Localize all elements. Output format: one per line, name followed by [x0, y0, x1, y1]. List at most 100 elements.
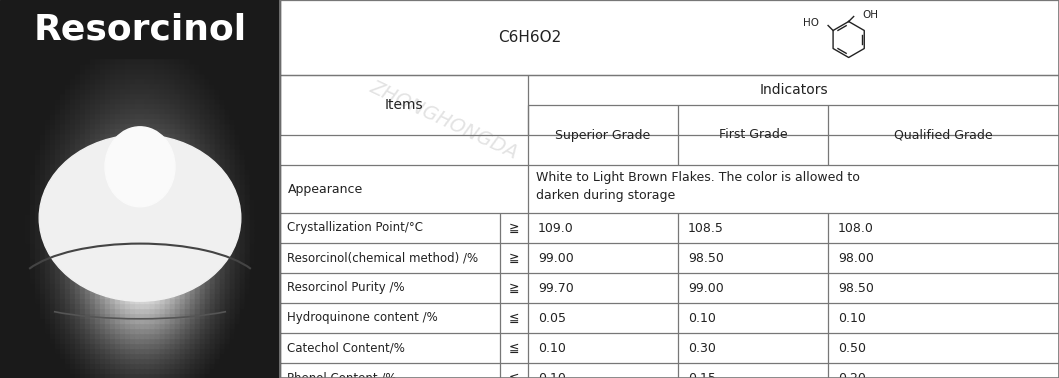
- Bar: [115, 202, 121, 208]
- Bar: [40, 277, 46, 283]
- Bar: [30, 202, 36, 208]
- Bar: [145, 217, 151, 223]
- Bar: [95, 92, 101, 98]
- Bar: [25, 177, 31, 183]
- Bar: [195, 267, 201, 273]
- Bar: [105, 132, 111, 138]
- Bar: [160, 127, 166, 133]
- Bar: [40, 147, 46, 153]
- Bar: [155, 147, 161, 153]
- Bar: [185, 232, 191, 238]
- Bar: [120, 247, 126, 253]
- Bar: [130, 132, 136, 138]
- Bar: [40, 82, 46, 88]
- Bar: [150, 282, 156, 288]
- Bar: [55, 372, 61, 378]
- Bar: [50, 162, 56, 168]
- Bar: [175, 127, 181, 133]
- Bar: [105, 302, 111, 308]
- Bar: [195, 292, 201, 298]
- Bar: [5, 182, 11, 188]
- Bar: [195, 287, 201, 293]
- Bar: [0, 227, 6, 233]
- Bar: [95, 227, 101, 233]
- Bar: [20, 252, 26, 258]
- Bar: [270, 127, 276, 133]
- Bar: [120, 207, 126, 213]
- Bar: [200, 282, 207, 288]
- Bar: [200, 212, 207, 218]
- Bar: [200, 177, 207, 183]
- Bar: [175, 292, 181, 298]
- Bar: [80, 317, 86, 323]
- Bar: [200, 297, 207, 303]
- Bar: [165, 167, 170, 173]
- Bar: [140, 67, 146, 73]
- Bar: [115, 167, 121, 173]
- Bar: [25, 167, 31, 173]
- Text: Catechol Content/%: Catechol Content/%: [287, 341, 405, 355]
- Bar: [265, 307, 271, 313]
- Bar: [220, 272, 226, 278]
- Bar: [255, 292, 261, 298]
- Bar: [270, 302, 276, 308]
- Bar: [105, 192, 111, 198]
- Bar: [145, 57, 151, 63]
- Bar: [250, 127, 256, 133]
- Bar: [270, 317, 276, 323]
- Bar: [35, 152, 41, 158]
- Bar: [35, 237, 41, 243]
- Bar: [230, 132, 236, 138]
- Bar: [105, 147, 111, 153]
- Bar: [261, 212, 266, 218]
- Bar: [100, 252, 106, 258]
- Bar: [10, 327, 16, 333]
- Text: ≧: ≧: [508, 222, 519, 234]
- Bar: [255, 317, 261, 323]
- Bar: [30, 232, 36, 238]
- Bar: [170, 142, 176, 148]
- Bar: [110, 197, 116, 203]
- Bar: [180, 167, 186, 173]
- Bar: [140, 107, 146, 113]
- Bar: [215, 357, 221, 363]
- Bar: [20, 102, 26, 108]
- Bar: [130, 57, 136, 63]
- Bar: [20, 137, 26, 143]
- Bar: [35, 232, 41, 238]
- Bar: [175, 217, 181, 223]
- Bar: [0, 367, 6, 373]
- Bar: [50, 127, 56, 133]
- Bar: [115, 142, 121, 148]
- Bar: [80, 262, 86, 268]
- Bar: [225, 77, 231, 83]
- Bar: [40, 262, 46, 268]
- Text: 0.10: 0.10: [538, 341, 566, 355]
- Bar: [80, 147, 86, 153]
- Bar: [85, 342, 91, 348]
- Bar: [235, 207, 241, 213]
- Bar: [70, 167, 76, 173]
- Bar: [20, 317, 26, 323]
- Bar: [235, 337, 241, 343]
- Bar: [225, 122, 231, 128]
- Bar: [65, 292, 71, 298]
- Bar: [90, 167, 96, 173]
- Bar: [75, 267, 80, 273]
- Bar: [20, 207, 26, 213]
- Bar: [240, 92, 246, 98]
- Bar: [0, 102, 6, 108]
- Bar: [105, 67, 111, 73]
- Bar: [210, 302, 216, 308]
- Bar: [205, 367, 211, 373]
- Bar: [85, 252, 91, 258]
- Bar: [230, 137, 236, 143]
- Bar: [195, 217, 201, 223]
- Bar: [250, 257, 256, 263]
- Bar: [125, 157, 131, 163]
- Bar: [180, 157, 186, 163]
- Bar: [150, 317, 156, 323]
- Bar: [245, 312, 251, 318]
- Bar: [70, 107, 76, 113]
- Bar: [90, 147, 96, 153]
